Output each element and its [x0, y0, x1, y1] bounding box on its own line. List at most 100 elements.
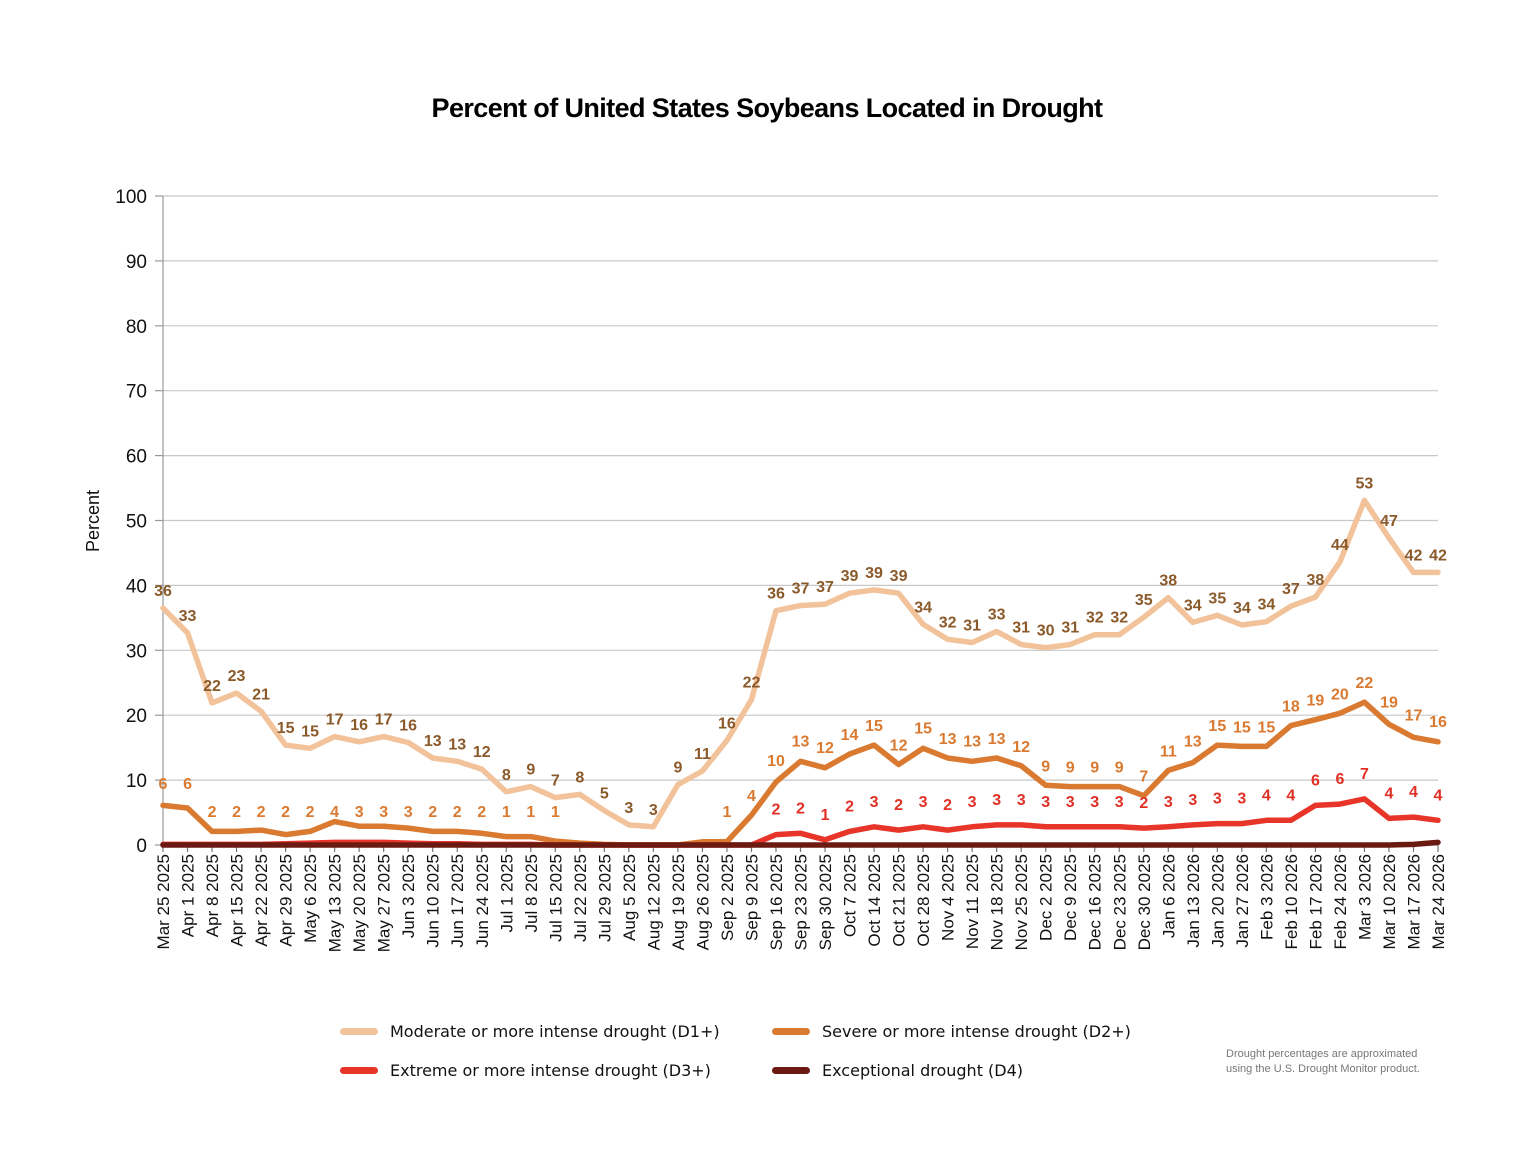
data-label-d2: 9 [1115, 760, 1124, 777]
data-label-d2: 1 [502, 804, 511, 821]
legend-item-d1: Moderate or more intense drought (D1+) [340, 1022, 720, 1041]
x-tick-label: Feb 17 2026 [1306, 854, 1325, 949]
data-label-d2: 16 [1429, 714, 1447, 731]
data-label-d1: 39 [890, 568, 908, 585]
data-label-d1: 34 [1233, 600, 1251, 617]
x-tick-label: Apr 8 2025 [203, 854, 222, 937]
data-label-d3: 4 [1385, 785, 1394, 802]
data-label-d1: 32 [939, 614, 957, 631]
x-tick-label: Apr 15 2025 [228, 854, 247, 947]
data-label-d2: 9 [1066, 760, 1075, 777]
data-label-d1: 9 [526, 762, 535, 779]
data-label-d3: 3 [1115, 794, 1124, 811]
x-tick-label: Jun 24 2025 [473, 854, 492, 948]
data-label-d1: 15 [301, 723, 319, 740]
legend-item-d2: Severe or more intense drought (D2+) [772, 1022, 1131, 1041]
data-label-d1: 39 [841, 568, 859, 585]
x-tick-label: Jun 17 2025 [448, 854, 467, 948]
data-label-d1: 38 [1159, 573, 1177, 590]
data-label-d3: 3 [1188, 792, 1197, 809]
data-label-d3: 3 [992, 792, 1001, 809]
x-tick-label: Jan 13 2026 [1184, 854, 1203, 948]
data-label-d2: 14 [841, 727, 859, 744]
data-label-d2: 19 [1380, 695, 1398, 712]
x-tick-label: Sep 16 2025 [767, 854, 786, 950]
data-label-d3: 3 [1237, 791, 1246, 808]
legend-swatch-d1 [340, 1028, 378, 1035]
data-label-d2: 3 [404, 804, 413, 821]
data-label-d1: 16 [718, 716, 736, 733]
data-label-d1: 17 [326, 712, 344, 729]
data-label-d2: 15 [1233, 719, 1251, 736]
data-label-d2: 1 [551, 804, 560, 821]
data-label-d3: 3 [968, 794, 977, 811]
x-tick-label: Dec 2 2025 [1037, 854, 1056, 941]
y-tick-label-80: 80 [126, 317, 147, 338]
data-label-d1: 16 [399, 717, 417, 734]
data-label-d1: 34 [1184, 597, 1202, 614]
x-tick-label: Apr 22 2025 [252, 854, 271, 947]
data-label-d1: 15 [277, 720, 295, 737]
x-tick-label: Jul 15 2025 [546, 854, 565, 942]
data-label-d1: 53 [1356, 475, 1374, 492]
data-label-d2: 19 [1307, 693, 1325, 710]
data-label-d2: 13 [939, 731, 957, 748]
data-label-d2: 15 [1257, 719, 1275, 736]
legend-label-d3: Extreme or more intense drought (D3+) [390, 1061, 711, 1080]
data-label-d2: 1 [526, 804, 535, 821]
data-label-d3: 3 [919, 794, 928, 811]
data-label-d2: 20 [1331, 686, 1349, 703]
x-tick-label: Feb 10 2026 [1282, 854, 1301, 949]
data-label-d3: 2 [796, 800, 805, 817]
x-tick-label: Nov 25 2025 [1012, 854, 1031, 950]
data-label-d1: 17 [375, 712, 393, 729]
x-tick-label: Jun 3 2025 [399, 854, 418, 938]
y-tick-label-50: 50 [126, 512, 147, 533]
data-label-d3: 3 [1066, 794, 1075, 811]
data-label-d2: 13 [988, 731, 1006, 748]
data-label-d1: 31 [1061, 619, 1079, 636]
data-label-d2: 13 [1184, 734, 1202, 751]
chart-title: Percent of United States Soybeans Locate… [432, 93, 1104, 123]
legend-item-d4: Exceptional drought (D4) [772, 1061, 1023, 1080]
x-tick-label: Jul 1 2025 [497, 854, 516, 932]
data-label-d3: 4 [1434, 787, 1443, 804]
x-tick-label: Mar 10 2026 [1380, 854, 1399, 949]
data-label-d1: 37 [792, 581, 810, 598]
data-label-d1: 7 [551, 773, 560, 790]
series-lines [160, 497, 1441, 848]
data-label-d1: 11 [694, 746, 711, 763]
x-tick-label: Oct 14 2025 [865, 854, 884, 947]
data-label-d3: 3 [1090, 794, 1099, 811]
data-label-d3: 3 [1164, 794, 1173, 811]
series-line-d2 [160, 699, 1441, 848]
data-label-d2: 4 [330, 804, 339, 821]
y-tick-label-10: 10 [126, 771, 147, 792]
data-label-d2: 2 [281, 804, 290, 821]
data-label-d2: 3 [355, 804, 364, 821]
x-tick-label: Apr 1 2025 [179, 854, 198, 937]
x-tick-label: Sep 23 2025 [792, 854, 811, 950]
series-line-d4 [160, 839, 1441, 848]
data-label-d1: 33 [179, 608, 197, 625]
y-tick-label-100: 100 [115, 187, 147, 208]
y-tick-label-40: 40 [126, 576, 147, 597]
data-label-d1: 22 [203, 678, 221, 695]
data-label-d1: 42 [1405, 547, 1423, 564]
y-axis-label: Percent [83, 490, 103, 552]
data-label-d2: 18 [1282, 699, 1300, 716]
data-label-d1: 31 [963, 618, 981, 635]
x-tick-label: Dec 9 2025 [1061, 854, 1080, 941]
data-label-d1: 44 [1331, 537, 1349, 554]
legend-swatch-d4 [772, 1067, 810, 1074]
x-tick-label: Nov 18 2025 [988, 854, 1007, 950]
legend-label-d4: Exceptional drought (D4) [822, 1061, 1024, 1080]
data-label-d1: 23 [228, 668, 246, 685]
data-label-d1: 35 [1135, 592, 1153, 609]
x-tick-label: Oct 21 2025 [890, 854, 909, 947]
data-label-d1: 47 [1380, 513, 1398, 530]
data-label-d1: 37 [816, 579, 834, 596]
data-label-d2: 13 [792, 734, 810, 751]
data-label-d1: 30 [1037, 623, 1055, 640]
